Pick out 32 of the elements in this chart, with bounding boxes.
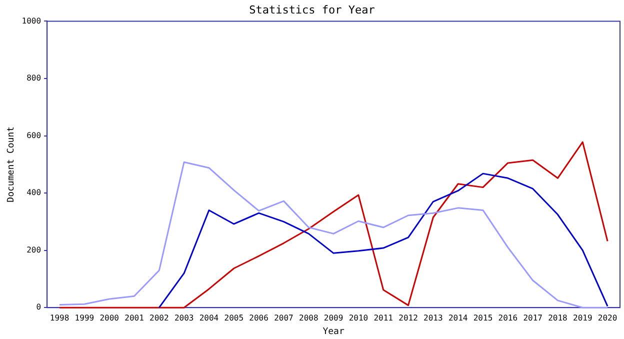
x-axis-title: Year <box>322 326 345 337</box>
chart-title: Statistics for Year <box>249 3 376 16</box>
x-tick-label: 2019 <box>573 313 592 322</box>
y-tick-label: 0 <box>36 302 42 312</box>
x-tick-label: 2017 <box>523 313 543 322</box>
x-tick-label: 2007 <box>274 313 294 322</box>
y-tick-label: 800 <box>26 74 42 83</box>
x-tick-label: 1999 <box>74 313 94 322</box>
x-tick-label: 2011 <box>374 313 394 322</box>
x-tick-label: 2003 <box>174 313 194 322</box>
x-tick-label: 1998 <box>50 313 70 322</box>
x-tick-label: 2013 <box>424 313 443 322</box>
x-tick-label: 2012 <box>398 313 418 322</box>
x-tick-label: 2005 <box>224 313 244 322</box>
x-tick-label: 2000 <box>100 313 120 322</box>
x-tick-label: 2002 <box>150 313 169 322</box>
x-tick-label: 2018 <box>548 313 568 322</box>
x-tick-label: 2016 <box>498 313 518 322</box>
x-tick-label: 2006 <box>249 313 269 322</box>
x-tick-label: 2015 <box>473 313 493 322</box>
x-tick-label: 2008 <box>298 313 318 322</box>
x-tick-label: 2014 <box>448 313 468 322</box>
y-axis-title: Document Count <box>6 126 17 202</box>
y-tick-label: 200 <box>26 245 42 254</box>
y-tick-label: 1000 <box>22 16 42 26</box>
y-tick-label: 600 <box>26 130 42 140</box>
y-tick-label: 400 <box>26 188 42 198</box>
x-tick-label: 2009 <box>324 313 344 322</box>
x-tick-label: 2001 <box>124 313 144 322</box>
x-tick-label: 2020 <box>598 313 618 322</box>
x-tick-label: 2010 <box>348 313 368 322</box>
x-tick-label: 2004 <box>199 313 219 322</box>
